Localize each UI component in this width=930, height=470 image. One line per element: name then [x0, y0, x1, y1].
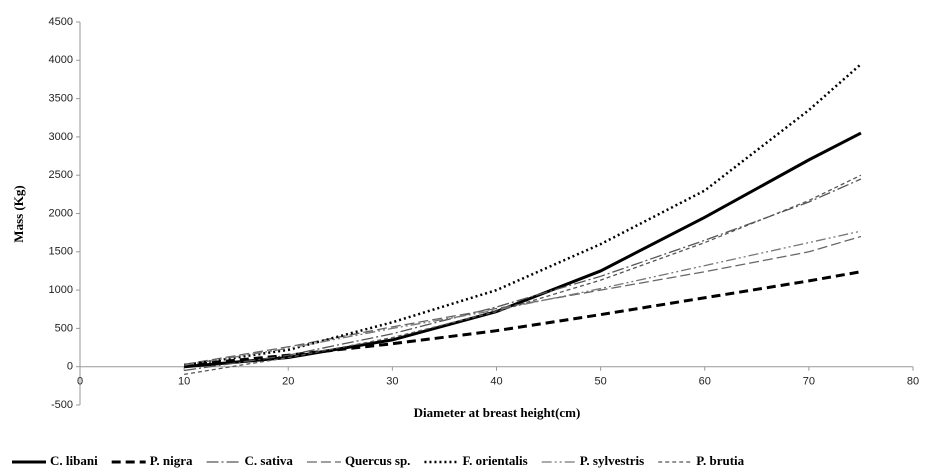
y-tick-label: -500: [51, 399, 73, 411]
y-axis-title: Mass (Kg): [11, 185, 26, 242]
x-tick-label: 10: [178, 376, 190, 388]
legend-label: Quercus sp.: [345, 453, 411, 468]
y-tick-label: 4500: [49, 16, 73, 28]
series-line: [183, 270, 862, 367]
y-tick-label: 4000: [49, 54, 73, 66]
series-line: [183, 63, 862, 367]
x-tick-label: 0: [77, 376, 83, 388]
legend-label: C. sativa: [245, 453, 294, 468]
series-line: [184, 230, 862, 366]
series-line: [183, 131, 862, 369]
x-tick-label: 50: [595, 376, 607, 388]
x-axis-title: Diameter at breast height(cm): [414, 405, 581, 420]
x-tick-label: 60: [699, 376, 711, 388]
legend-label: P. sylvestris: [580, 453, 645, 468]
legend-label: C. libani: [50, 453, 98, 468]
legend-label: P. brutia: [696, 453, 744, 468]
series-line: [184, 178, 862, 372]
y-tick-label: 500: [55, 322, 73, 334]
legend-label: F. orientalis: [462, 453, 527, 468]
legend-label: P. nigra: [150, 453, 193, 468]
x-tick-label: 80: [907, 376, 919, 388]
y-tick-label: 1500: [49, 246, 73, 258]
y-tick-label: 1000: [49, 284, 73, 296]
y-tick-label: 3000: [49, 131, 73, 143]
y-tick-label: 0: [67, 361, 73, 373]
y-tick-label: 2000: [49, 207, 73, 219]
y-tick-label: 2500: [49, 169, 73, 181]
x-tick-label: 20: [282, 376, 294, 388]
y-tick-label: 3500: [49, 93, 73, 105]
x-tick-label: 30: [386, 376, 398, 388]
series-line: [184, 174, 862, 376]
x-tick-label: 70: [803, 376, 815, 388]
x-tick-label: 40: [490, 376, 502, 388]
